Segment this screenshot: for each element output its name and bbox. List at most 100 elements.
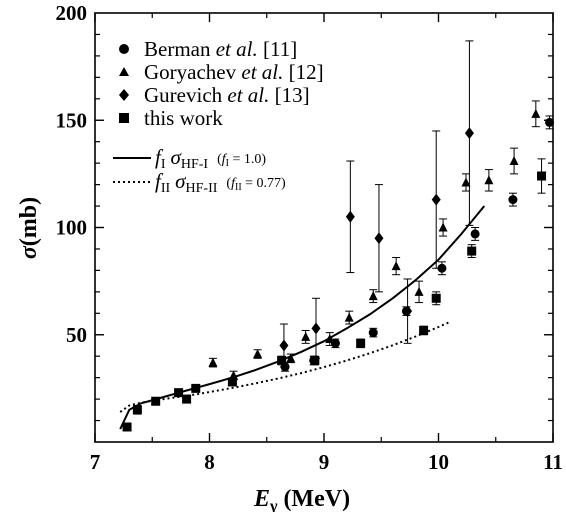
y-tick-label: 50 <box>66 323 87 347</box>
fit2-param-f: f <box>231 176 237 191</box>
legend-square-marker <box>119 113 129 123</box>
fit2-sigma-sub: HF-II <box>186 181 218 196</box>
data-point-diamond-marker <box>431 193 441 206</box>
legend-triangle-marker <box>119 67 129 76</box>
data-point-square-marker <box>182 394 192 404</box>
data-point-triangle-marker <box>229 370 239 380</box>
y-tick-label: 150 <box>56 108 88 132</box>
data-point-square-marker <box>227 377 237 387</box>
legend-entry-fit-1: fI σHF-I (fI = 1.0) <box>113 145 266 172</box>
data-point-square-marker <box>537 171 547 181</box>
data-point-square-marker <box>467 246 477 256</box>
data-point-diamond-marker <box>311 322 321 335</box>
legend-circle-marker <box>119 44 129 54</box>
data-point-circle-marker <box>545 117 555 127</box>
x-axis-unit: (MeV) <box>277 486 350 512</box>
fit1-param-sub: I <box>226 158 229 169</box>
data-point-triangle-marker <box>301 331 311 341</box>
data-point-triangle-marker <box>414 286 424 296</box>
x-axis-title: Eγ (MeV) <box>253 486 350 512</box>
data-point-diamond-marker <box>345 210 355 223</box>
data-point-triangle-marker <box>461 177 471 187</box>
legend-label-goryachev-ref: [12] <box>283 60 323 84</box>
plot-area: 7 8 9 10 11 50 100 150 200 <box>56 1 563 474</box>
data-point-triangle-marker <box>438 222 448 232</box>
legend: Berman et al. [11] Goryachev et al. [12]… <box>113 37 324 196</box>
fit1-param-f: f <box>222 152 228 167</box>
legend-label-gurevich-italic: et al. <box>227 83 269 107</box>
legend-entry-gurevich: Gurevich et al. [13] <box>119 83 310 107</box>
data-point-diamond-marker <box>279 339 289 352</box>
data-point-diamond-marker <box>374 232 384 245</box>
legend-label-goryachev: Goryachev <box>144 60 241 84</box>
x-tick-label: 8 <box>204 450 215 474</box>
x-axis-symbol-sub: γ <box>269 498 278 512</box>
svg-text:Goryachev et al. [12]: Goryachev et al. [12] <box>144 60 324 84</box>
legend-label-berman: Berman <box>144 37 216 61</box>
data-point-square-marker <box>310 355 320 365</box>
legend-label-berman-ref: [11] <box>258 37 297 61</box>
fit1-sigma: σ <box>171 145 183 169</box>
data-point-triangle-marker <box>344 312 354 322</box>
legend-entry-goryachev: Goryachev et al. [12] <box>119 60 324 84</box>
svg-text:Berman et al. [11]: Berman et al. [11] <box>144 37 297 61</box>
data-point-square-marker <box>132 405 142 415</box>
data-point-diamond-marker <box>403 305 413 318</box>
legend-diamond-marker <box>119 89 129 101</box>
data-point-triangle-marker <box>286 353 296 363</box>
data-point-circle-marker <box>508 195 518 205</box>
y-axis-unit: (mb) <box>16 197 42 246</box>
data-point-triangle-marker <box>531 108 541 118</box>
fit2-param-open: ( <box>226 176 231 191</box>
fit1-sigma-sub: HF-I <box>181 157 209 172</box>
data-point-triangle-marker <box>509 156 519 166</box>
fit1-f-sub: I <box>161 157 166 172</box>
x-tick-label: 11 <box>543 450 563 474</box>
legend-entry-fit-2: fII σHF-II (fII = 0.77) <box>113 169 286 196</box>
data-point-square-marker <box>174 388 184 398</box>
x-tick-label: 9 <box>319 450 330 474</box>
fit2-f: f <box>155 169 164 193</box>
data-point-triangle-marker <box>391 261 401 271</box>
fit1-f: f <box>155 145 164 169</box>
data-point-triangle-marker <box>484 175 494 185</box>
legend-entry-this-work: this work <box>119 106 223 130</box>
y-tick-label: 200 <box>56 1 88 25</box>
data-point-triangle-marker <box>208 357 218 367</box>
data-point-triangle-marker <box>325 334 335 344</box>
y-axis-symbol: σ <box>16 245 42 259</box>
fit2-param-sub: II <box>235 182 242 193</box>
x-tick-label: 10 <box>428 450 449 474</box>
fit1-param-open: ( <box>217 152 222 167</box>
data-point-square-marker <box>151 396 161 406</box>
legend-entry-berman: Berman et al. [11] <box>119 37 297 61</box>
data-point-diamond-marker <box>464 127 474 140</box>
data-point-circle-marker <box>437 263 447 273</box>
legend-label-berman-italic: et al. <box>216 37 258 61</box>
y-axis-title: σ(mb) <box>16 197 42 259</box>
data-point-square-marker <box>277 355 287 365</box>
x-tick-label: 7 <box>90 450 101 474</box>
data-point-triangle-marker <box>253 349 263 359</box>
x-axis-symbol: E <box>253 486 270 512</box>
fit2-param-value: = 0.77) <box>242 176 286 191</box>
data-point-square-marker <box>191 383 201 393</box>
fit2-sigma: σ <box>175 169 187 193</box>
legend-label-goryachev-italic: et al. <box>241 60 283 84</box>
data-point-square-marker <box>431 293 441 303</box>
data-point-square-marker <box>356 338 366 348</box>
data-point-triangle-marker <box>368 291 378 301</box>
legend-label-gurevich-ref: [13] <box>269 83 309 107</box>
data-point-square-marker <box>419 325 429 335</box>
legend-label-gurevich: Gurevich <box>144 83 227 107</box>
data-point-circle-marker <box>368 328 378 338</box>
svg-text:Gurevich et al. [13]: Gurevich et al. [13] <box>144 83 310 107</box>
data-point-circle-marker <box>470 229 480 239</box>
fit1-param-value: = 1.0) <box>229 152 266 167</box>
fit2-f-sub: II <box>161 181 171 196</box>
legend-label-this-work: this work <box>144 106 223 130</box>
y-tick-label: 100 <box>56 216 88 240</box>
